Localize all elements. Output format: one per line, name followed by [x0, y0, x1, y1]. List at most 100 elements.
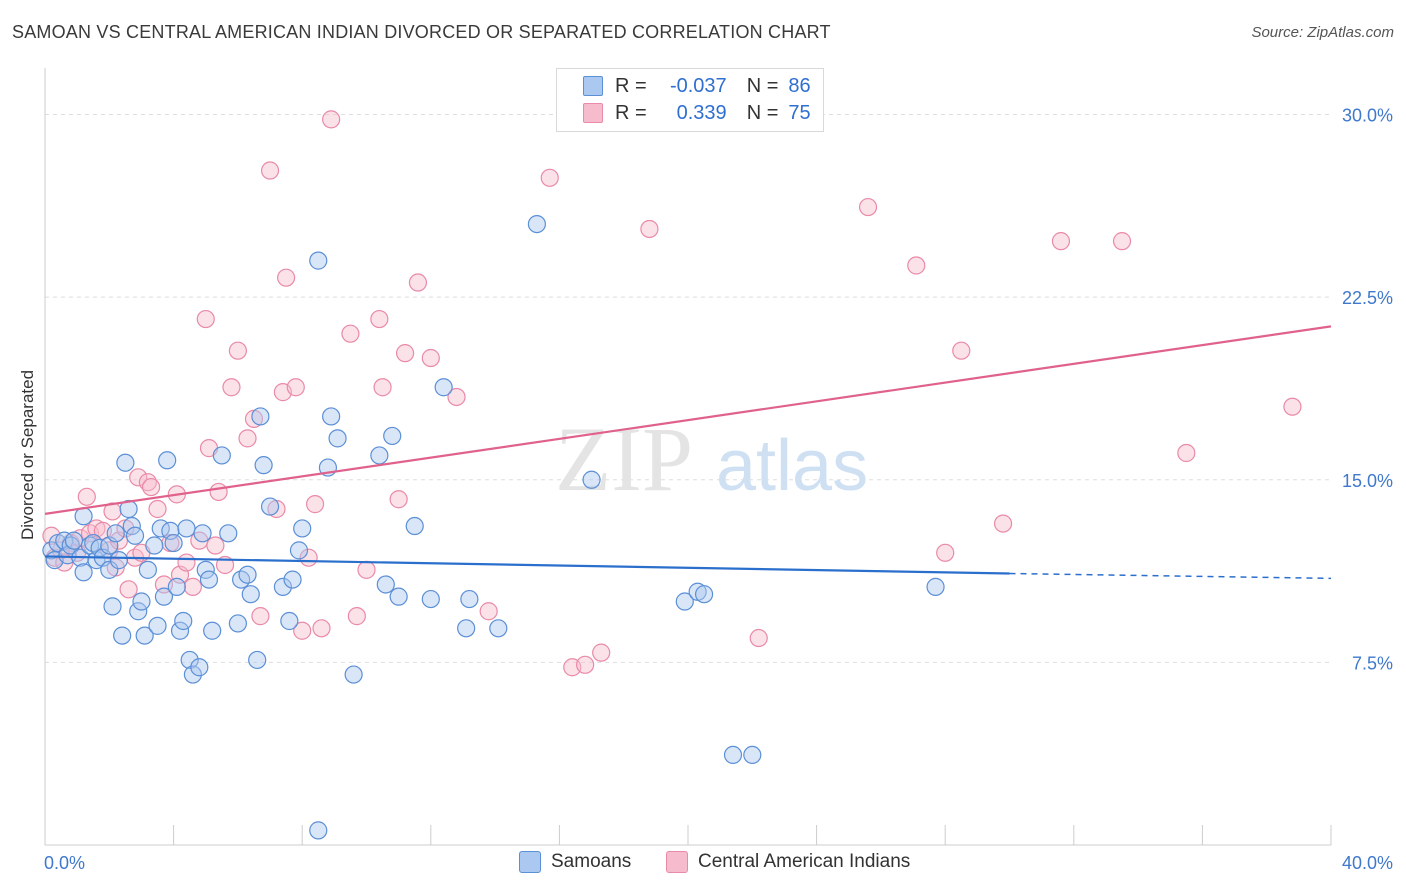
data-point-samoans [193, 524, 212, 543]
data-point-central-american-indians [312, 619, 331, 638]
trend-line-samoans-projection [1009, 572, 1332, 580]
data-point-central-american-indians [305, 495, 325, 514]
data-point-central-american-indians [1112, 232, 1132, 251]
data-point-central-american-indians [260, 161, 280, 180]
y-tick-label: 15.0% [1342, 471, 1393, 491]
data-point-samoans [241, 585, 260, 604]
data-point-samoans [460, 589, 479, 609]
data-point-central-american-indians [206, 536, 225, 555]
data-point-central-american-indians [952, 341, 971, 360]
legend-swatch-pink [583, 103, 603, 123]
tick-labels: 7.5% 15.0% 22.5% 30.0% 0.0% 40.0% [44, 106, 1393, 873]
data-point-central-american-indians [592, 643, 611, 662]
data-point-central-american-indians [1283, 397, 1302, 416]
data-point-samoans [170, 621, 190, 640]
data-point-central-american-indians [293, 621, 312, 640]
trend-line-samoans [44, 555, 1010, 575]
trend-line-central-american-indians [44, 325, 1332, 515]
data-point-samoans [743, 745, 762, 765]
correlation-legend: R = -0.037 N = 86 R = 0.339 N = 75 [556, 68, 824, 132]
data-point-samoans [113, 626, 132, 645]
data-point-central-american-indians [277, 268, 296, 287]
samoans-points [42, 214, 945, 840]
chart-title: SAMOAN VS CENTRAL AMERICAN INDIAN DIVORC… [12, 22, 831, 42]
data-point-central-american-indians [749, 628, 768, 648]
data-point-samoans [135, 626, 154, 645]
data-point-samoans [273, 577, 293, 596]
data-point-samoans [582, 470, 601, 489]
data-point-samoans [219, 524, 238, 543]
legend-r-label: R = [615, 101, 647, 124]
data-point-samoans [309, 251, 328, 270]
data-point-central-american-indians [373, 378, 392, 397]
data-point-samoans [177, 519, 196, 538]
data-point-samoans [228, 614, 247, 633]
data-point-central-american-indians [858, 197, 878, 217]
data-point-samoans [489, 619, 508, 638]
data-point-samoans [100, 560, 119, 579]
axes [44, 68, 1332, 846]
data-point-samoans [389, 587, 408, 606]
legend-item-samoans[interactable]: Samoans [519, 851, 631, 873]
data-point-samoans [158, 451, 177, 470]
central-american-indians-points [42, 110, 1302, 677]
data-point-central-american-indians [447, 387, 466, 407]
data-point-samoans [61, 536, 80, 555]
data-point-samoans [190, 658, 209, 677]
data-point-central-american-indians [1177, 443, 1196, 463]
data-point-samoans [138, 560, 157, 579]
data-point-samoans [119, 499, 138, 519]
data-point-samoans [212, 446, 231, 465]
series-legend: Samoans Central American Indians [0, 851, 1406, 879]
data-point-samoans [164, 533, 183, 553]
data-point-samoans [723, 745, 743, 765]
data-point-central-american-indians [286, 378, 305, 397]
data-point-central-american-indians [141, 477, 161, 497]
data-point-central-american-indians [395, 344, 415, 363]
legend-row-central-american-indians: R = 0.339 N = 75 [583, 101, 811, 125]
legend-swatch-blue [583, 76, 603, 96]
data-point-samoans [280, 611, 299, 631]
data-point-samoans [293, 519, 312, 538]
data-point-samoans [183, 665, 202, 684]
data-point-central-american-indians [993, 514, 1013, 533]
watermark-atlas: atlas [716, 426, 868, 506]
legend-row-samoans: R = -0.037 N = 86 [583, 74, 811, 98]
data-point-samoans [248, 650, 267, 670]
data-point-central-american-indians [479, 602, 498, 621]
data-point-central-american-indians [228, 341, 247, 360]
data-point-central-american-indians [177, 553, 196, 572]
data-point-samoans [196, 560, 215, 579]
y-tick-label: 30.0% [1342, 106, 1393, 126]
data-point-samoans [180, 650, 199, 670]
data-point-samoans [174, 611, 193, 631]
data-point-samoans [322, 407, 341, 426]
data-point-samoans [145, 536, 164, 555]
legend-n-value: 75 [788, 101, 811, 124]
data-point-samoans [125, 526, 145, 545]
data-point-central-american-indians [408, 273, 428, 292]
data-point-central-american-indians [129, 468, 148, 487]
watermark-zip: ZIP [555, 408, 693, 510]
data-point-central-american-indians [389, 490, 408, 509]
data-point-samoans [254, 456, 273, 475]
data-point-samoans [103, 597, 122, 616]
data-point-central-american-indians [77, 487, 96, 506]
data-point-central-american-indians [640, 219, 659, 239]
legend-item-central-american-indians[interactable]: Central American Indians [666, 851, 910, 873]
data-point-central-american-indians [576, 655, 595, 674]
legend-n-label: N = [746, 74, 779, 97]
legend-r-value: -0.037 [669, 74, 727, 97]
data-point-samoans [260, 497, 280, 516]
source-label: Source: ZipAtlas.com [1251, 24, 1394, 41]
data-point-samoans [154, 587, 174, 606]
data-point-samoans [132, 592, 151, 611]
data-point-samoans [109, 551, 129, 570]
data-point-samoans [129, 602, 148, 621]
data-point-central-american-indians [936, 543, 955, 562]
x-tick-label: 0.0% [44, 853, 85, 873]
data-point-samoans [116, 453, 135, 472]
data-point-samoans [926, 577, 945, 596]
data-point-central-american-indians [421, 348, 440, 368]
data-point-samoans [328, 429, 347, 448]
